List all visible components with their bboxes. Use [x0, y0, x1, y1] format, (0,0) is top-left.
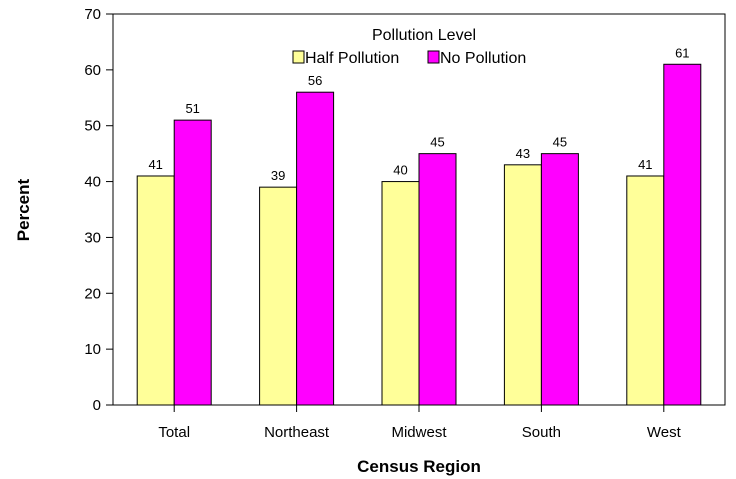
y-tick-label-60: 60 — [84, 62, 101, 79]
bar-northeast-half-pollution — [259, 186, 298, 406]
bar-midwest-no-pollution — [418, 153, 457, 406]
bar-midwest-half-pollution — [381, 181, 420, 406]
legend-label-half-pollution: Half Pollution — [305, 50, 399, 67]
data-label-west-half-pollution: 41 — [638, 157, 652, 172]
data-label-northeast-half-pollution: 39 — [271, 168, 285, 183]
bar-west-no-pollution — [663, 63, 702, 406]
y-axis-title: Percent — [14, 178, 33, 241]
x-axis-title: Census Region — [357, 457, 481, 476]
bar-total-no-pollution — [173, 119, 212, 406]
y-tick-label-40: 40 — [84, 174, 101, 191]
legend-title: Pollution Level — [372, 27, 476, 44]
y-tick-label-30: 30 — [84, 229, 101, 246]
bar-west-half-pollution — [626, 175, 665, 406]
x-tick-label-west: West — [647, 424, 682, 441]
plot-frame — [112, 13, 726, 406]
data-label-south-no-pollution: 45 — [553, 135, 567, 150]
data-label-midwest-no-pollution: 45 — [430, 135, 444, 150]
data-label-west-no-pollution: 61 — [675, 45, 689, 60]
legend-swatch-no-pollution — [427, 50, 440, 64]
y-tick-label-0: 0 — [93, 397, 101, 414]
bars — [136, 63, 702, 406]
y-tick-label-70: 70 — [84, 6, 101, 23]
y-tick-label-20: 20 — [84, 285, 101, 302]
data-label-south-half-pollution: 43 — [516, 146, 530, 161]
legend: Pollution Level Half Pollution No Pollut… — [292, 27, 526, 67]
bar-northeast-no-pollution — [296, 91, 335, 406]
legend-swatch-half-pollution — [292, 50, 305, 64]
data-label-total-half-pollution: 41 — [148, 157, 162, 172]
y-axis-ticks: 0 10 20 30 40 50 60 70 — [84, 6, 113, 414]
data-label-northeast-no-pollution: 56 — [308, 73, 322, 88]
data-label-total-no-pollution: 51 — [185, 101, 199, 116]
x-axis-ticks: Total Northeast Midwest South West — [158, 405, 682, 441]
x-tick-label-total: Total — [158, 424, 190, 441]
bar-total-half-pollution — [136, 175, 175, 406]
y-tick-label-50: 50 — [84, 118, 101, 135]
bar-south-no-pollution — [540, 153, 579, 406]
x-tick-label-midwest: Midwest — [391, 424, 447, 441]
data-labels: 41 51 39 56 40 45 43 45 41 61 — [148, 45, 689, 183]
x-tick-label-northeast: Northeast — [264, 424, 330, 441]
legend-label-no-pollution: No Pollution — [440, 50, 526, 67]
data-label-midwest-half-pollution: 40 — [393, 163, 407, 178]
x-tick-label-south: South — [522, 424, 561, 441]
y-tick-label-10: 10 — [84, 341, 101, 358]
bar-south-half-pollution — [503, 164, 542, 406]
